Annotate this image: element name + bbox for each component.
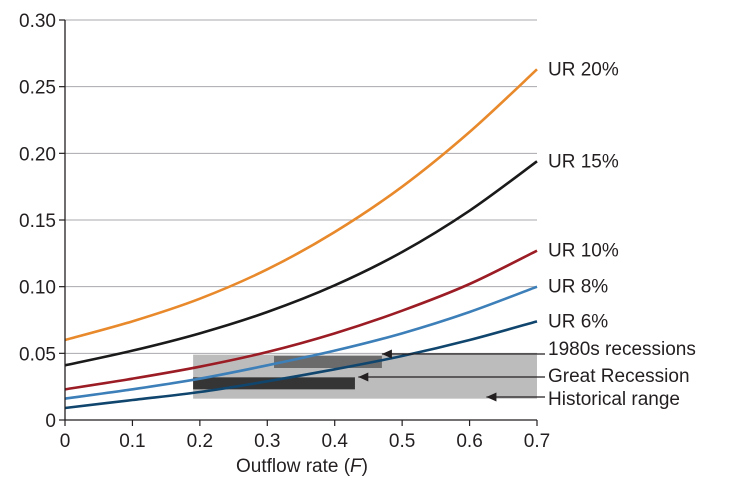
- x-tick-label-1: 0.1: [119, 431, 145, 452]
- y-tick-label-6: 0.30: [19, 11, 56, 32]
- annotation-label-2: Great Recession: [548, 366, 690, 387]
- series-lines: [64, 68, 538, 410]
- y-tick-label-3: 0.15: [19, 211, 56, 232]
- x-tick-label-3: 0.3: [254, 431, 280, 452]
- series-label-4: UR 6%: [548, 311, 608, 332]
- y-tick-label-5: 0.25: [19, 78, 56, 99]
- series-label-2: UR 10%: [548, 241, 619, 262]
- x-axis-title-end: ): [362, 456, 368, 477]
- series-label-1: UR 15%: [548, 151, 619, 172]
- x-axis-title-text: Outflow rate (: [236, 456, 351, 477]
- y-tick-label-4: 0.20: [19, 144, 56, 165]
- series-label-3: UR 8%: [548, 277, 608, 298]
- series-line-4: [64, 320, 538, 410]
- annotation-label-0: Historical range: [548, 389, 680, 410]
- x-tick-label-2: 0.2: [187, 431, 213, 452]
- gridlines: [65, 19, 537, 354]
- x-tick-label-7: 0.7: [524, 431, 550, 452]
- range-box-1: [274, 356, 382, 368]
- series-line-0: [64, 68, 538, 342]
- annotation-arrow-2: [358, 372, 369, 382]
- x-axis-title-var: F: [350, 456, 363, 477]
- series-labels: UR 20% UR 15% UR 10% UR 8% UR 6%: [548, 59, 619, 332]
- y-tick-label-0: 0: [45, 411, 56, 432]
- y-tick-label-2: 0.10: [19, 278, 56, 299]
- y-tick-label-1: 0.05: [19, 344, 56, 365]
- x-tick-label-5: 0.5: [389, 431, 415, 452]
- x-tick-label-0: 0: [60, 431, 71, 452]
- series-label-0: UR 20%: [548, 59, 619, 80]
- annotation-arrow-1: [381, 349, 392, 359]
- x-tick-label-6: 0.6: [456, 431, 482, 452]
- series-line-2: [64, 249, 538, 391]
- series-line-3: [64, 285, 538, 400]
- annotation-arrow-0: [486, 392, 497, 402]
- tick-labels: 0 0.05 0.10 0.15 0.20 0.25 0.30 0 0.1 0.2 0.3 0.4 0.…: [19, 11, 550, 452]
- x-tick-label-4: 0.4: [322, 431, 349, 452]
- series-line-1: [64, 160, 538, 367]
- axes: [59, 19, 538, 426]
- annotation-label-1: 1980s recessions: [548, 339, 696, 360]
- x-axis-title: Outflow rate (F): [236, 456, 368, 477]
